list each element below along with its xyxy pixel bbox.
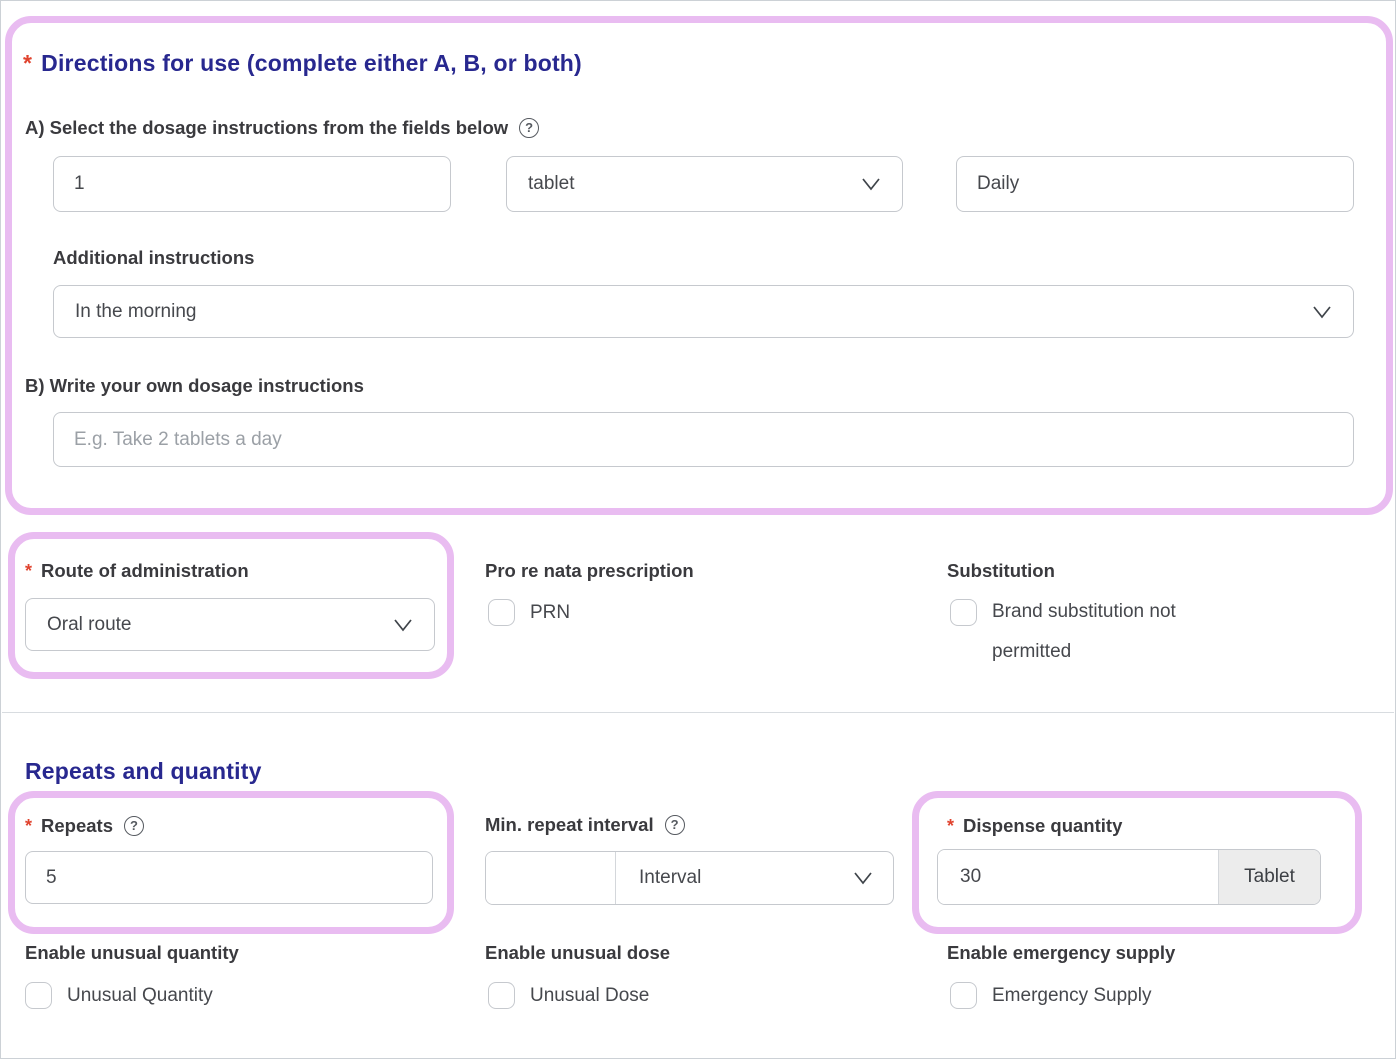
min-interval-amount-input[interactable] [486, 852, 616, 904]
prn-checkbox-row: PRN [488, 599, 570, 626]
unusual-quantity-checkbox[interactable] [25, 982, 52, 1009]
repeats-label-text: Repeats [41, 815, 113, 836]
part-a-label-text: A) Select the dosage instructions from t… [25, 117, 509, 138]
unusual-quantity-checkbox-label: Unusual Quantity [67, 985, 213, 1006]
dispense-label-text: Dispense quantity [963, 815, 1123, 836]
route-label-text: Route of administration [41, 560, 249, 581]
repeats-box: * Repeats [8, 791, 454, 934]
dose-unit-value: tablet [528, 173, 575, 194]
substitution-label: Substitution [947, 560, 1055, 581]
help-icon[interactable] [124, 816, 144, 836]
directions-title-text: Directions for use (complete either A, B… [41, 50, 582, 76]
dispense-group: Tablet [937, 849, 1321, 905]
prn-checkbox[interactable] [488, 599, 515, 626]
section-divider [2, 712, 1394, 713]
required-asterisk: * [25, 816, 33, 836]
required-asterisk: * [23, 50, 33, 76]
repeats-input[interactable] [25, 851, 433, 904]
help-icon[interactable] [519, 118, 540, 138]
route-select[interactable]: Oral route [25, 598, 435, 651]
min-interval-group: Interval [485, 851, 894, 905]
emergency-supply-checkbox-label: Emergency Supply [992, 985, 1152, 1006]
chevron-down-icon [854, 872, 872, 885]
dispense-unit-addon: Tablet [1218, 850, 1320, 904]
part-a-label: A) Select the dosage instructions from t… [25, 115, 540, 141]
chevron-down-icon [862, 178, 880, 191]
route-section: * Route of administration Oral route [8, 532, 454, 679]
additional-instructions-value: In the morning [75, 300, 197, 322]
emergency-supply-checkbox[interactable] [950, 982, 977, 1009]
unusual-dose-label: Enable unusual dose [485, 942, 671, 963]
substitution-checkbox-row: Brand substitution not permitted [950, 599, 1247, 679]
directions-section: * Directions for use (complete either A,… [5, 16, 1393, 515]
dose-amount-input[interactable] [53, 156, 451, 212]
dose-unit-select[interactable]: tablet [506, 156, 903, 212]
unusual-dose-checkbox[interactable] [488, 982, 515, 1009]
substitution-checkbox[interactable] [950, 599, 977, 626]
additional-instructions-select[interactable]: In the morning [53, 285, 1354, 338]
min-interval-unit-value: Interval [639, 867, 702, 888]
repeats-section-title: Repeats and quantity [25, 758, 262, 784]
unusual-dose-checkbox-label: Unusual Dose [530, 985, 650, 1006]
unusual-quantity-label: Enable unusual quantity [25, 942, 239, 963]
prn-checkbox-label: PRN [530, 602, 571, 623]
unusual-dose-row: Unusual Dose [488, 982, 649, 1009]
dispense-box: * Dispense quantity Tablet [912, 791, 1362, 934]
dispense-quantity-input[interactable] [938, 850, 1218, 904]
directions-section-title: * Directions for use (complete either A,… [23, 50, 582, 77]
chevron-down-icon [394, 618, 412, 631]
help-icon[interactable] [664, 815, 685, 835]
own-dosage-input[interactable] [53, 412, 1354, 467]
prn-label: Pro re nata prescription [485, 560, 694, 581]
emergency-supply-label: Enable emergency supply [947, 942, 1176, 963]
additional-instructions-label: Additional instructions [53, 247, 255, 268]
frequency-input[interactable] [956, 156, 1354, 212]
min-interval-label-text: Min. repeat interval [485, 814, 654, 835]
required-asterisk: * [947, 816, 955, 836]
min-interval-label: Min. repeat interval [485, 812, 685, 838]
route-label: * Route of administration [25, 558, 249, 584]
chevron-down-icon [1313, 305, 1331, 318]
route-value: Oral route [47, 613, 132, 635]
dispense-label: * Dispense quantity [947, 813, 1122, 839]
emergency-supply-row: Emergency Supply [950, 982, 1151, 1009]
part-b-label: B) Write your own dosage instructions [25, 375, 364, 396]
min-interval-unit-select[interactable]: Interval [616, 852, 893, 904]
repeats-label: * Repeats [25, 813, 144, 839]
unusual-quantity-row: Unusual Quantity [25, 982, 213, 1009]
substitution-checkbox-label: Brand substitution not permitted [992, 601, 1176, 662]
required-asterisk: * [25, 561, 33, 581]
